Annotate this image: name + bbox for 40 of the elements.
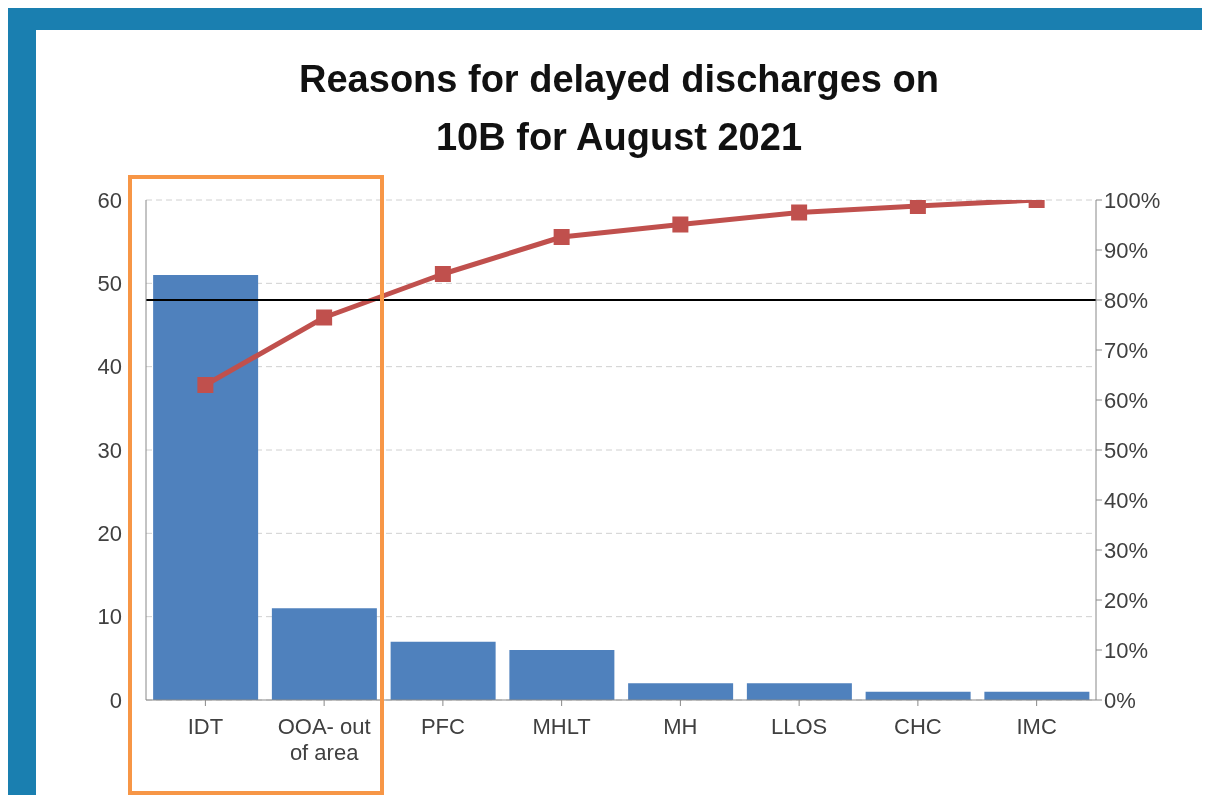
bar bbox=[390, 641, 496, 700]
point bbox=[434, 266, 451, 282]
x-tick-label: PFC bbox=[420, 714, 465, 739]
y-tick-label: 30 bbox=[97, 437, 122, 463]
y2-tick-label: 70% bbox=[1104, 337, 1149, 363]
bar bbox=[628, 683, 734, 700]
y2-tick-label: 50% bbox=[1104, 437, 1149, 463]
point bbox=[316, 309, 333, 326]
point bbox=[909, 200, 926, 214]
y-tick-label: 50 bbox=[97, 271, 122, 297]
y2-tick-label: 20% bbox=[1104, 587, 1149, 613]
x-tick-label: OOA- out of area bbox=[277, 714, 371, 765]
point bbox=[197, 377, 214, 393]
point bbox=[672, 216, 689, 233]
y2-tick-label: 10% bbox=[1104, 637, 1149, 663]
bar bbox=[271, 608, 377, 700]
y2-tick-label: 100% bbox=[1104, 187, 1161, 213]
y2-tick-label: 0% bbox=[1104, 687, 1136, 713]
y-tick-label: 0 bbox=[109, 687, 122, 713]
x-tick-label: LLOS bbox=[770, 714, 828, 739]
y2-tick-label: 90% bbox=[1104, 237, 1149, 263]
x-tick-label: MHLT bbox=[532, 714, 591, 739]
x-tick-label: IMC bbox=[1016, 714, 1057, 739]
y-tick-label: 10 bbox=[97, 604, 122, 630]
y2-tick-label: 80% bbox=[1104, 287, 1149, 313]
point bbox=[791, 204, 808, 221]
bar bbox=[153, 275, 259, 700]
chart-title: Reasons for delayed discharges on 10B for August 2021 bbox=[298, 57, 940, 160]
y2-tick-label: 40% bbox=[1104, 487, 1149, 513]
y-tick-label: 20 bbox=[97, 521, 122, 547]
y-tick-label: 60 bbox=[97, 187, 122, 213]
x-tick-label: MH bbox=[663, 714, 698, 739]
x-tick-label: CHC bbox=[894, 714, 942, 739]
point bbox=[553, 229, 570, 245]
bar bbox=[746, 683, 852, 700]
bar bbox=[509, 650, 615, 700]
x-tick-label: IDT bbox=[187, 714, 224, 739]
y2-tick-label: 30% bbox=[1104, 537, 1149, 563]
y-tick-label: 40 bbox=[97, 354, 122, 380]
y2-tick-label: 60% bbox=[1104, 387, 1149, 413]
